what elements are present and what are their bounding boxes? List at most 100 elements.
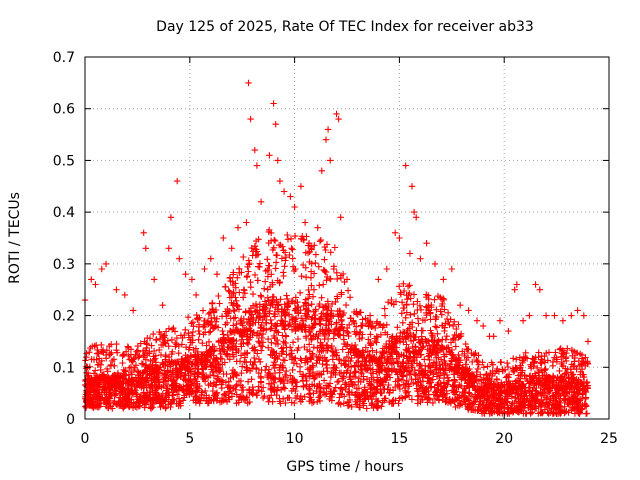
data-point: [322, 136, 330, 143]
data-point: [215, 292, 222, 300]
data-point: [510, 355, 517, 362]
data-point: [501, 366, 509, 373]
data-point: [300, 382, 307, 390]
data-point: [316, 238, 324, 245]
data-point: [312, 259, 319, 267]
data-point: [281, 263, 288, 270]
data-point: [270, 100, 277, 107]
data-point: [407, 337, 415, 345]
data-point: [238, 369, 245, 377]
data-point: [229, 346, 237, 354]
data-point: [369, 347, 376, 354]
data-point: [539, 408, 547, 416]
data-point: [559, 317, 567, 324]
data-point: [268, 325, 275, 332]
data-point: [280, 384, 287, 391]
data-point: [168, 336, 176, 343]
data-point: [93, 342, 100, 349]
data-point: [182, 271, 189, 278]
data-point: [399, 319, 406, 326]
data-point: [240, 253, 247, 261]
data-point: [264, 335, 272, 343]
x-tick-labels: 0 5 10 15 20 25: [81, 431, 618, 447]
data-point: [159, 359, 166, 366]
data-point: [267, 325, 274, 333]
data-point: [133, 348, 140, 355]
data-point: [271, 236, 278, 244]
data-point: [405, 349, 412, 356]
x-tick-label: 5: [185, 431, 194, 447]
data-point: [352, 368, 359, 375]
data-point: [528, 409, 536, 416]
data-point: [310, 344, 317, 351]
data-point: [277, 296, 284, 303]
data-point: [535, 349, 542, 356]
data-point: [397, 289, 404, 296]
data-point: [380, 349, 388, 357]
data-point: [582, 402, 590, 409]
data-point: [480, 322, 487, 330]
data-point: [230, 315, 237, 322]
data-point: [321, 267, 328, 274]
data-point: [281, 371, 289, 379]
data-point: [281, 357, 288, 364]
data-point: [139, 361, 147, 368]
data-point: [266, 152, 273, 159]
data-point: [373, 349, 380, 356]
data-point: [452, 343, 459, 350]
data-point: [465, 307, 472, 314]
data-point: [306, 341, 313, 348]
data-point: [113, 340, 120, 348]
data-point: [433, 306, 440, 313]
data-point: [249, 384, 256, 391]
data-point: [136, 353, 143, 360]
data-point: [568, 312, 575, 319]
data-point: [403, 341, 410, 348]
data-point: [318, 310, 325, 317]
y-tick-label: 0.2: [53, 309, 75, 325]
data-point: [261, 298, 269, 305]
data-point: [262, 267, 269, 275]
data-point: [276, 177, 284, 185]
data-point: [414, 298, 421, 305]
data-point: [440, 276, 447, 283]
data-point: [216, 300, 223, 307]
data-point: [268, 271, 275, 278]
data-point: [242, 308, 249, 315]
data-point: [165, 325, 173, 332]
data-point: [266, 307, 273, 315]
data-point: [248, 389, 255, 396]
data-point: [551, 312, 558, 319]
data-point: [121, 291, 128, 299]
data-point: [542, 365, 549, 373]
data-point: [431, 260, 439, 268]
data-point: [398, 310, 405, 317]
data-point: [419, 327, 427, 334]
data-point: [445, 377, 452, 385]
data-point: [442, 336, 450, 343]
data-point: [273, 252, 281, 259]
data-point: [416, 302, 424, 309]
data-point: [140, 229, 147, 236]
data-point: [272, 265, 279, 272]
data-point: [497, 359, 505, 366]
data-point: [280, 188, 288, 195]
data-point: [258, 347, 265, 354]
data-point: [243, 219, 250, 226]
data-point: [207, 255, 214, 262]
data-point: [314, 224, 321, 231]
data-point: [402, 314, 409, 321]
data-point: [334, 275, 341, 283]
data-point: [443, 333, 450, 340]
data-point: [301, 299, 309, 306]
data-point: [343, 353, 351, 361]
data-point: [331, 244, 338, 251]
data-point: [287, 193, 294, 200]
data-point: [367, 331, 374, 338]
data-point: [552, 349, 559, 356]
data-point: [201, 265, 208, 273]
data-point: [359, 316, 366, 323]
data-point: [165, 245, 172, 252]
data-point: [306, 291, 313, 298]
